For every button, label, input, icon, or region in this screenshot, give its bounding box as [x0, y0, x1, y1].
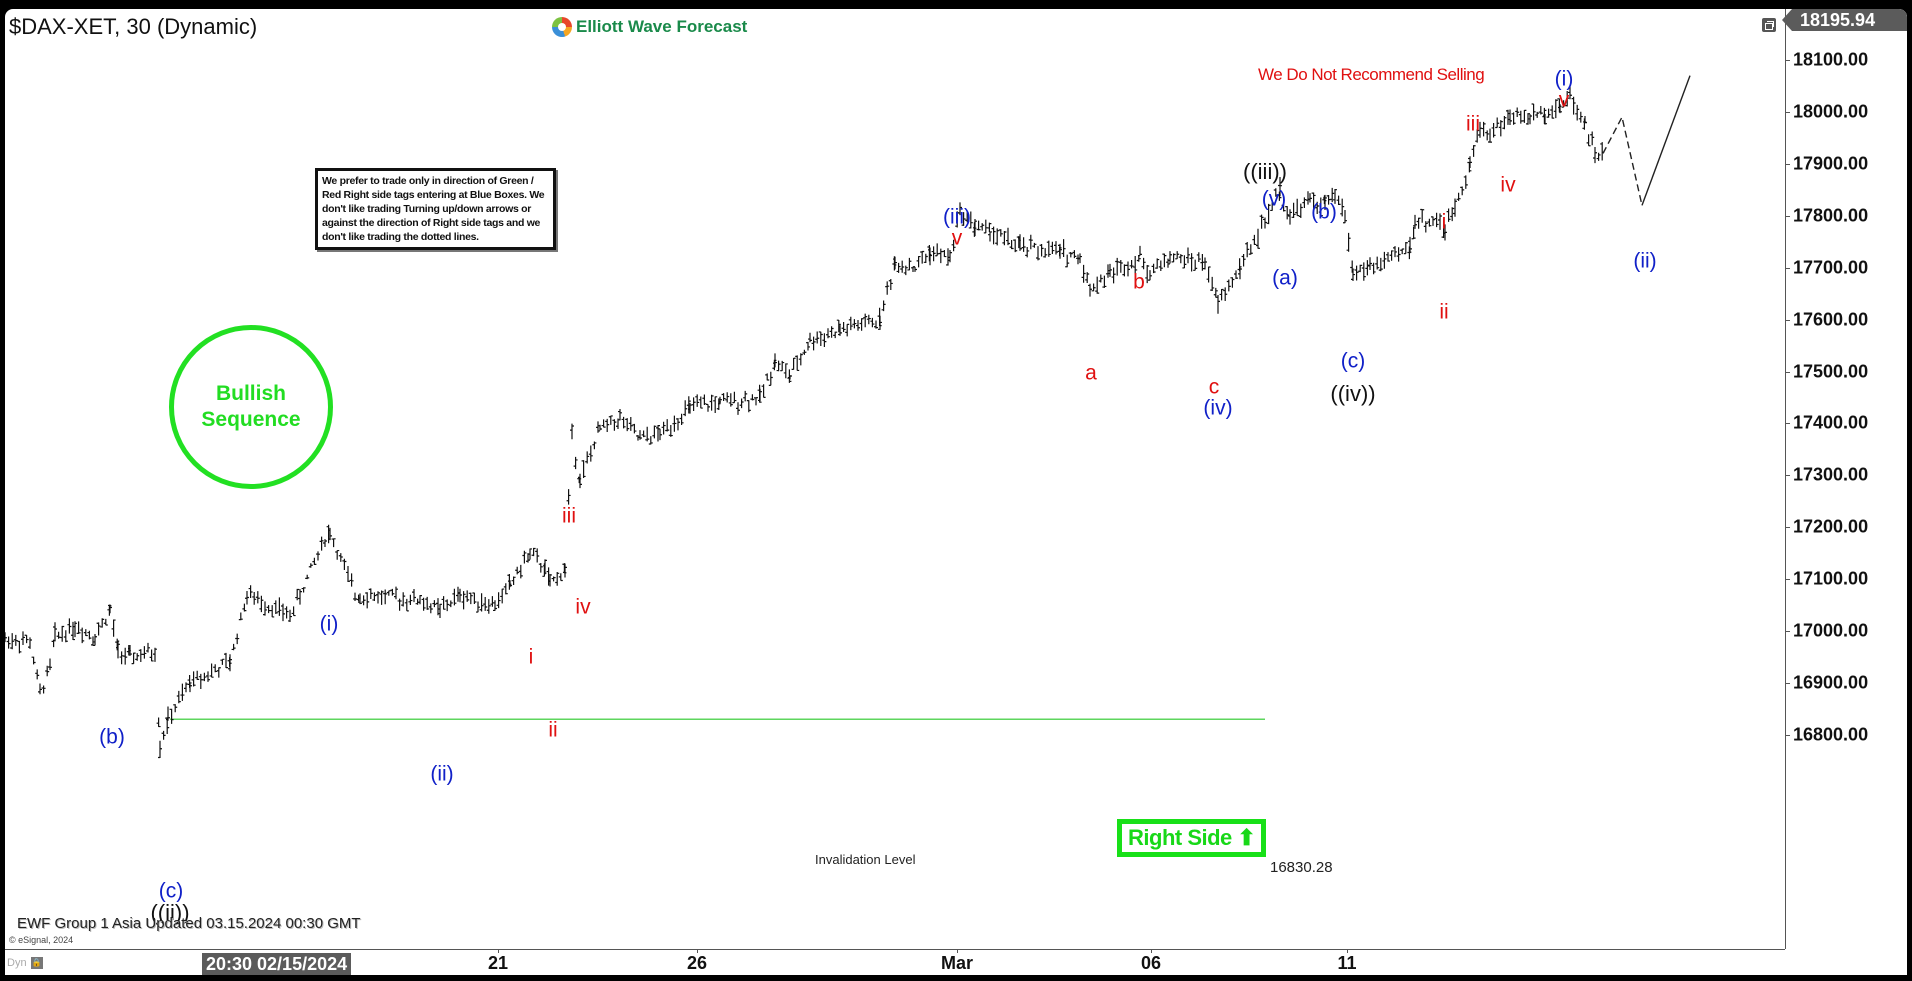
time-tick-label: Mar — [940, 953, 974, 973]
update-note: EWF Group 1 Asia Updated 03.15.2024 00:3… — [17, 915, 361, 932]
price-tick-label: 17700.00 — [1793, 257, 1869, 278]
price-tick-label: 17100.00 — [1793, 568, 1869, 589]
price-tick-mark — [1785, 423, 1790, 425]
wave-label: (i) — [319, 612, 339, 636]
time-tick-label: 21 — [487, 953, 509, 973]
dyn-label: Dyn — [7, 957, 27, 969]
restore-window-icon[interactable] — [1762, 18, 1776, 32]
price-tick-label: 17400.00 — [1793, 412, 1869, 433]
price-tick-label: 17200.00 — [1793, 516, 1869, 537]
price-tick-mark — [1785, 579, 1790, 581]
price-tick-mark — [1785, 60, 1790, 61]
chart-window: $DAX-XET, 30 (Dynamic) Elliott Wave Fore… — [5, 9, 1907, 975]
cursor-time-label: 20:30 02/15/2024 — [202, 953, 352, 975]
ohlc-bars — [5, 85, 1605, 759]
time-tick-label: 26 — [686, 953, 708, 973]
projection-dashed — [1602, 115, 1643, 206]
wave-label: ((iv)) — [1330, 381, 1376, 406]
invalidation-label: Invalidation Level — [815, 852, 916, 867]
arrow-up-icon: ⬆ — [1237, 825, 1256, 850]
time-tick-mark — [957, 949, 958, 953]
wave-label: (b) — [99, 725, 125, 749]
price-tick-mark — [1785, 475, 1790, 477]
wave-label: (ii) — [430, 762, 454, 786]
price-tick-mark — [1785, 735, 1790, 736]
wave-label: v — [1558, 88, 1570, 112]
wave-label: iv — [575, 595, 591, 619]
no-sell-note: We Do Not Recommend Selling — [1258, 65, 1485, 84]
trading-disclaimer: We prefer to trade only in direction of … — [315, 168, 556, 250]
lock-icon[interactable]: 🔒 — [30, 957, 43, 969]
wave-label: (i) — [1554, 67, 1574, 91]
wave-label: (b) — [1311, 200, 1337, 224]
chart-title: $DAX-XET, 30 (Dynamic) — [9, 14, 258, 39]
brand-logo: Elliott Wave Forecast — [552, 17, 747, 37]
time-tick-label: 11 — [1337, 953, 1357, 973]
time-tick-mark — [1347, 949, 1348, 953]
dynamic-toggle[interactable]: Dyn 🔒 — [7, 957, 43, 969]
wave-label: b — [1133, 270, 1145, 294]
wave-label: (v) — [1261, 187, 1287, 211]
price-tick-label: 18000.00 — [1793, 101, 1869, 122]
wave-label: ii — [1439, 300, 1449, 324]
price-tick-label: 16800.00 — [1793, 724, 1869, 745]
price-tick-mark — [1785, 215, 1790, 217]
price-tick-label: 17900.00 — [1793, 153, 1869, 174]
wave-label: (c) — [158, 879, 184, 903]
wave-label: (ii) — [1633, 249, 1657, 273]
price-tick-mark — [1785, 683, 1790, 685]
wave-label: c — [1208, 375, 1220, 399]
wave-label: (c) — [1340, 349, 1366, 373]
wave-label: (iv) — [1203, 396, 1233, 420]
price-tick-label: 17500.00 — [1793, 361, 1869, 382]
time-tick-mark — [1151, 949, 1152, 953]
time-axis[interactable] — [5, 949, 1785, 975]
bullish-line2: Sequence — [201, 408, 301, 431]
price-tick-mark — [1785, 163, 1790, 165]
price-tick-mark — [1785, 631, 1790, 633]
copyright: © eSignal, 2024 — [9, 935, 74, 945]
price-tick-label: 17600.00 — [1793, 309, 1869, 330]
price-tick-mark — [1785, 267, 1790, 269]
wave-label: ((ii)) — [150, 900, 190, 925]
price-tick-mark — [1785, 527, 1790, 529]
time-tick-mark — [697, 949, 698, 953]
wave-label: (a) — [1272, 266, 1298, 290]
price-tick-label: 17000.00 — [1793, 620, 1869, 641]
wave-label: i — [1441, 210, 1447, 234]
invalidation-value: 16830.28 — [1270, 859, 1333, 876]
price-tick-label: 16900.00 — [1793, 672, 1869, 693]
wave-label: v — [951, 226, 963, 250]
price-tick-label: 18100.00 — [1793, 49, 1869, 70]
bullish-line1: Bullish — [215, 382, 286, 405]
price-tick-label: 17800.00 — [1793, 205, 1869, 226]
right-side-tag: Right Side ⬆ — [1117, 819, 1267, 857]
wave-label: ((iii)) — [1243, 159, 1287, 184]
wave-label: i — [528, 645, 534, 669]
wave-label: (iii) — [943, 205, 971, 229]
price-plot[interactable] — [5, 9, 1785, 949]
right-side-label: Right Side — [1128, 825, 1232, 850]
time-tick-mark — [498, 949, 499, 953]
wave-label: iii — [1466, 112, 1480, 136]
wave-label: iii — [562, 504, 576, 528]
price-tick-mark — [1785, 371, 1790, 373]
wave-label: iv — [1500, 173, 1516, 197]
price-tick-mark — [1785, 319, 1790, 321]
ewf-logo-icon — [552, 17, 572, 37]
price-tick-mark — [1785, 111, 1790, 113]
price-tick-label: 17300.00 — [1793, 464, 1869, 485]
last-price-tag: 18195.94 — [1782, 9, 1907, 31]
wave-label: ii — [548, 718, 558, 742]
price-axis[interactable] — [1785, 9, 1907, 949]
wave-label: a — [1085, 361, 1097, 385]
brand-name: Elliott Wave Forecast — [576, 17, 748, 36]
bullish-sequence-badge: Bullish Sequence — [169, 325, 333, 489]
time-tick-label: 06 — [1140, 953, 1162, 973]
projection-solid — [1641, 75, 1691, 206]
